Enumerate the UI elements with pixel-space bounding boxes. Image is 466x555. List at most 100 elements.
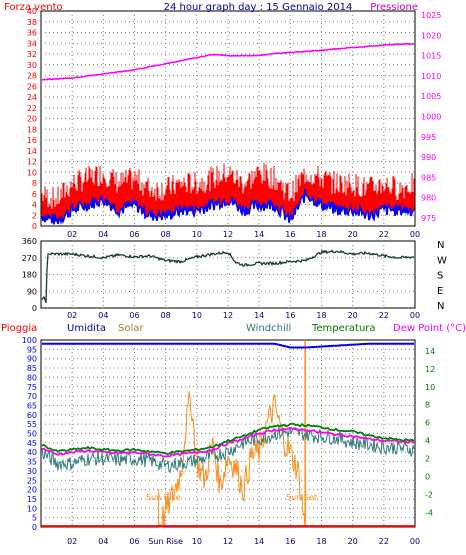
pressure-tick-label: 990 — [421, 153, 436, 162]
wind-axis-label: Forza vento — [4, 2, 63, 13]
hour-tick-label: 22 — [379, 311, 389, 320]
temperature-tick-label: -4 — [425, 509, 433, 518]
humidity-tick-label: 65 — [27, 401, 37, 410]
compass-label: N — [437, 301, 444, 312]
hour-tick-label: 10 — [192, 230, 202, 239]
hour-tick-label: 14 — [254, 311, 264, 320]
pressure-tick-label: 1020 — [421, 31, 441, 40]
hour-tick-label: 02 — [67, 230, 77, 239]
wind-tick-label: 38 — [27, 18, 37, 27]
hour-tick-label: 00 — [410, 230, 420, 239]
wind-average-line — [41, 188, 415, 226]
pressure-line — [41, 42, 415, 81]
hour-tick-label: 02 — [67, 537, 77, 546]
wind-tick-label: 10 — [27, 168, 37, 177]
panel1-x-ticks: 02 04 06 08 10 12 14 16 18 20 22 00 — [67, 230, 420, 239]
hour-tick-label: 04 — [98, 230, 108, 239]
windchill-line — [41, 426, 415, 474]
hour-tick-label: 16 — [285, 311, 295, 320]
hour-tick-label: 18 — [316, 537, 326, 546]
wind-tick-label: 28 — [27, 72, 37, 81]
wind-tick-label: 12 — [27, 158, 37, 167]
temperature-tick-label: 12 — [425, 365, 435, 374]
wind-tick-label: 6 — [32, 190, 37, 199]
temperature-tick-label: 10 — [425, 383, 435, 392]
humidity-tick-label: 80 — [27, 373, 37, 382]
sunrise-annotation: Sun Rise — [146, 493, 181, 502]
legend-temperatura: Temperatura — [311, 323, 376, 334]
hour-tick-label: 16 — [285, 537, 295, 546]
humidity-tick-label: 5 — [32, 514, 37, 523]
hour-tick-label: 16 — [285, 230, 295, 239]
solar-line — [158, 391, 306, 528]
humidity-tick-label: 55 — [27, 420, 37, 429]
wind-tick-label: 4 — [32, 201, 37, 210]
wind-tick-label: 16 — [27, 136, 37, 145]
wind-direction-series — [41, 249, 415, 303]
compass-label: W — [437, 255, 447, 266]
temperature-tick-label: 8 — [425, 401, 430, 410]
hour-tick-label: 06 — [129, 230, 139, 239]
hour-tick-label: 12 — [223, 537, 233, 546]
humidity-tick-label: 30 — [27, 467, 37, 476]
wind-tick-label: 22 — [27, 104, 37, 113]
humidity-tick-label: 40 — [27, 448, 37, 457]
hour-tick-label: 00 — [410, 537, 420, 546]
pressure-series — [41, 42, 415, 81]
pressure-tick-label: 980 — [421, 194, 436, 203]
legend-umidita: Umidita — [67, 323, 106, 334]
hour-tick-label: 18 — [316, 311, 326, 320]
humidity-tick-label: 100 — [22, 336, 37, 345]
temperature-tick-label: -2 — [425, 491, 433, 500]
hour-tick-label: 20 — [348, 230, 358, 239]
wind-tick-label: 2 — [32, 211, 37, 220]
pressure-tick-label: 1015 — [421, 52, 441, 61]
pressure-tick-label: 975 — [421, 214, 436, 223]
panel3-right-ticks: 14 12 10 8 6 4 2 0 -2 -4 — [425, 347, 435, 518]
hour-tick-label: 14 — [254, 537, 264, 546]
humidity-tick-label: 0 — [32, 523, 37, 532]
wind-average-series — [41, 188, 415, 226]
panel1-right-ticks: 1025 1020 1015 1010 1005 1000 995 990 985 980 975 — [421, 11, 441, 223]
humidity-tick-label: 75 — [27, 383, 37, 392]
humidity-tick-label: 10 — [27, 504, 37, 513]
wind-tick-label: 14 — [27, 147, 37, 156]
pressure-tick-label: 1025 — [421, 11, 441, 20]
pressure-tick-label: 1005 — [421, 92, 441, 101]
pressure-tick-label: 995 — [421, 133, 436, 142]
direction-tick-label: 0 — [32, 304, 37, 313]
wind-tick-label: 26 — [27, 82, 37, 91]
panel3-series — [41, 340, 415, 528]
humidity-tick-label: 70 — [27, 392, 37, 401]
hour-tick-label: 22 — [379, 537, 389, 546]
humidity-line — [42, 342, 414, 349]
hour-tick-label: 12 — [223, 311, 233, 320]
temperature-tick-label: 2 — [425, 455, 430, 464]
panel3-x-ticks: 02 04 06 Sun Rise 10 12 14 16 18 20 22 00 — [67, 537, 420, 546]
pressure-axis-label: Pressione — [370, 2, 418, 13]
hour-tick-label: 04 — [98, 311, 108, 320]
hour-tick-label: 08 — [161, 230, 171, 239]
hour-tick-label: 10 — [192, 311, 202, 320]
hour-tick-label: 18 — [316, 230, 326, 239]
chart-title: 24 hour graph day : 15 Gennaio 2014 — [164, 2, 353, 13]
temperature-line — [41, 422, 415, 455]
wind-tick-label: 24 — [27, 93, 37, 102]
legend-dewpoint: Dew Point (°C) — [393, 323, 466, 334]
hour-tick-label: 06 — [129, 311, 139, 320]
hour-tick-label: 10 — [192, 537, 202, 546]
wind-tick-label: 8 — [32, 179, 37, 188]
compass-label: N — [437, 240, 444, 251]
temperature-tick-label: 0 — [425, 473, 430, 482]
pressure-tick-label: 985 — [421, 173, 436, 182]
humidity-tick-label: 95 — [27, 345, 37, 354]
wind-tick-label: 20 — [27, 115, 37, 124]
wind-tick-label: 40 — [27, 7, 37, 16]
humidity-tick-label: 60 — [27, 411, 37, 420]
humidity-tick-label: 35 — [27, 458, 37, 467]
panel3-left-ticks: 1009590858075706560555045403530252015105… — [22, 336, 37, 532]
